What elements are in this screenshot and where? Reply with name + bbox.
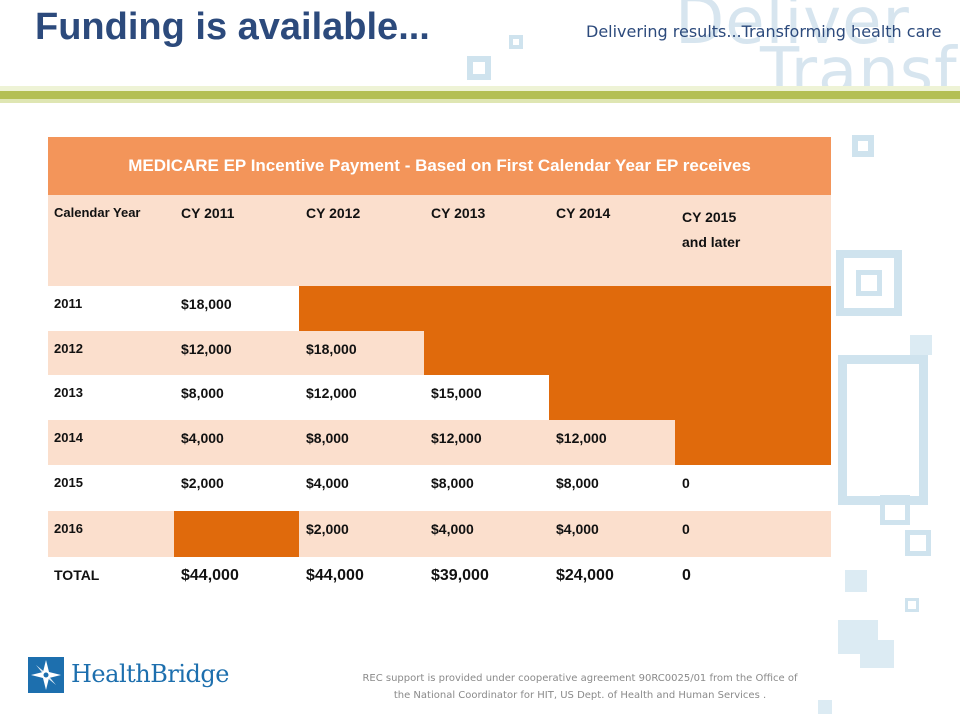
table-row: 2012 $12,000 $18,000 (48, 331, 832, 375)
column-header-text: CY 2015 (682, 209, 737, 225)
unavailable-cell (299, 286, 424, 331)
header-divider (0, 99, 960, 103)
table-cell: $2,000 (299, 511, 424, 557)
unavailable-cell (424, 331, 549, 375)
row-year: 2015 (48, 465, 174, 511)
table-cell: $2,000 (174, 465, 299, 511)
row-year: 2012 (48, 331, 174, 375)
table-cell: $8,000 (549, 465, 675, 511)
table-cell: $4,000 (424, 511, 549, 557)
table-row: 2013 $8,000 $12,000 $15,000 (48, 375, 832, 420)
table-cell: $4,000 (299, 465, 424, 511)
footer-note-line: REC support is provided under cooperativ… (362, 673, 798, 684)
unavailable-cell (675, 286, 832, 331)
table-cell: $18,000 (299, 331, 424, 375)
footer-note-line: the National Coordinator for HIT, US Dep… (393, 690, 767, 701)
table-row: 2014 $4,000 $8,000 $12,000 $12,000 (48, 420, 832, 465)
total-cell: $44,000 (299, 557, 424, 601)
total-cell: $39,000 (424, 557, 549, 601)
slide-title: Funding is available... (35, 6, 430, 48)
column-header: CY 2013 (431, 205, 486, 221)
total-label: TOTAL (48, 557, 174, 601)
column-header-label: Calendar Year (54, 205, 141, 220)
column-header: CY 2015 and later (675, 195, 831, 286)
total-cell: 0 (675, 557, 832, 601)
table-cell: $4,000 (174, 420, 299, 465)
row-year: 2013 (48, 375, 174, 420)
incentive-payment-table: MEDICARE EP Incentive Payment - Based on… (48, 137, 832, 601)
table-cell: $12,000 (299, 375, 424, 420)
unavailable-cell (549, 375, 675, 420)
table-cell: $12,000 (174, 331, 299, 375)
table-cell: 0 (675, 465, 832, 511)
unavailable-cell (675, 420, 832, 465)
header-divider (0, 86, 960, 91)
total-row: TOTAL $44,000 $44,000 $39,000 $24,000 0 (48, 557, 832, 601)
unavailable-cell (174, 511, 299, 557)
row-year: 2011 (48, 286, 174, 331)
table-cell: $8,000 (174, 375, 299, 420)
unavailable-cell (675, 375, 832, 420)
table-row: 2016 $2,000 $4,000 $4,000 0 (48, 511, 832, 557)
table-cell: $18,000 (174, 286, 299, 331)
table-cell: $12,000 (424, 420, 549, 465)
table-cell: $8,000 (424, 465, 549, 511)
table-row: 2011 $18,000 (48, 286, 832, 331)
footer-note: REC support is provided under cooperativ… (330, 670, 830, 704)
unavailable-cell (549, 286, 675, 331)
unavailable-cell (424, 286, 549, 331)
healthbridge-compass-icon (28, 657, 64, 693)
tagline: Delivering results...Transforming health… (586, 22, 942, 41)
table-cell: $4,000 (549, 511, 675, 557)
header-divider (0, 91, 960, 99)
column-header-note: and later (682, 234, 741, 250)
total-cell: $44,000 (174, 557, 299, 601)
total-cell: $24,000 (549, 557, 675, 601)
column-header: CY 2012 (306, 205, 361, 221)
row-year: 2014 (48, 420, 174, 465)
logo-wordmark: HealthBridge (71, 660, 229, 688)
unavailable-cell (549, 331, 675, 375)
table-cell: $15,000 (424, 375, 549, 420)
table-row: 2015 $2,000 $4,000 $8,000 $8,000 0 (48, 465, 832, 511)
row-year: 2016 (48, 511, 174, 557)
table-cell: $8,000 (299, 420, 424, 465)
column-header: CY 2011 (181, 205, 235, 221)
table-title: MEDICARE EP Incentive Payment - Based on… (48, 137, 832, 195)
column-header: CY 2014 (556, 205, 611, 221)
unavailable-cell (675, 331, 832, 375)
table-cell: 0 (675, 511, 832, 557)
table-cell: $12,000 (549, 420, 675, 465)
